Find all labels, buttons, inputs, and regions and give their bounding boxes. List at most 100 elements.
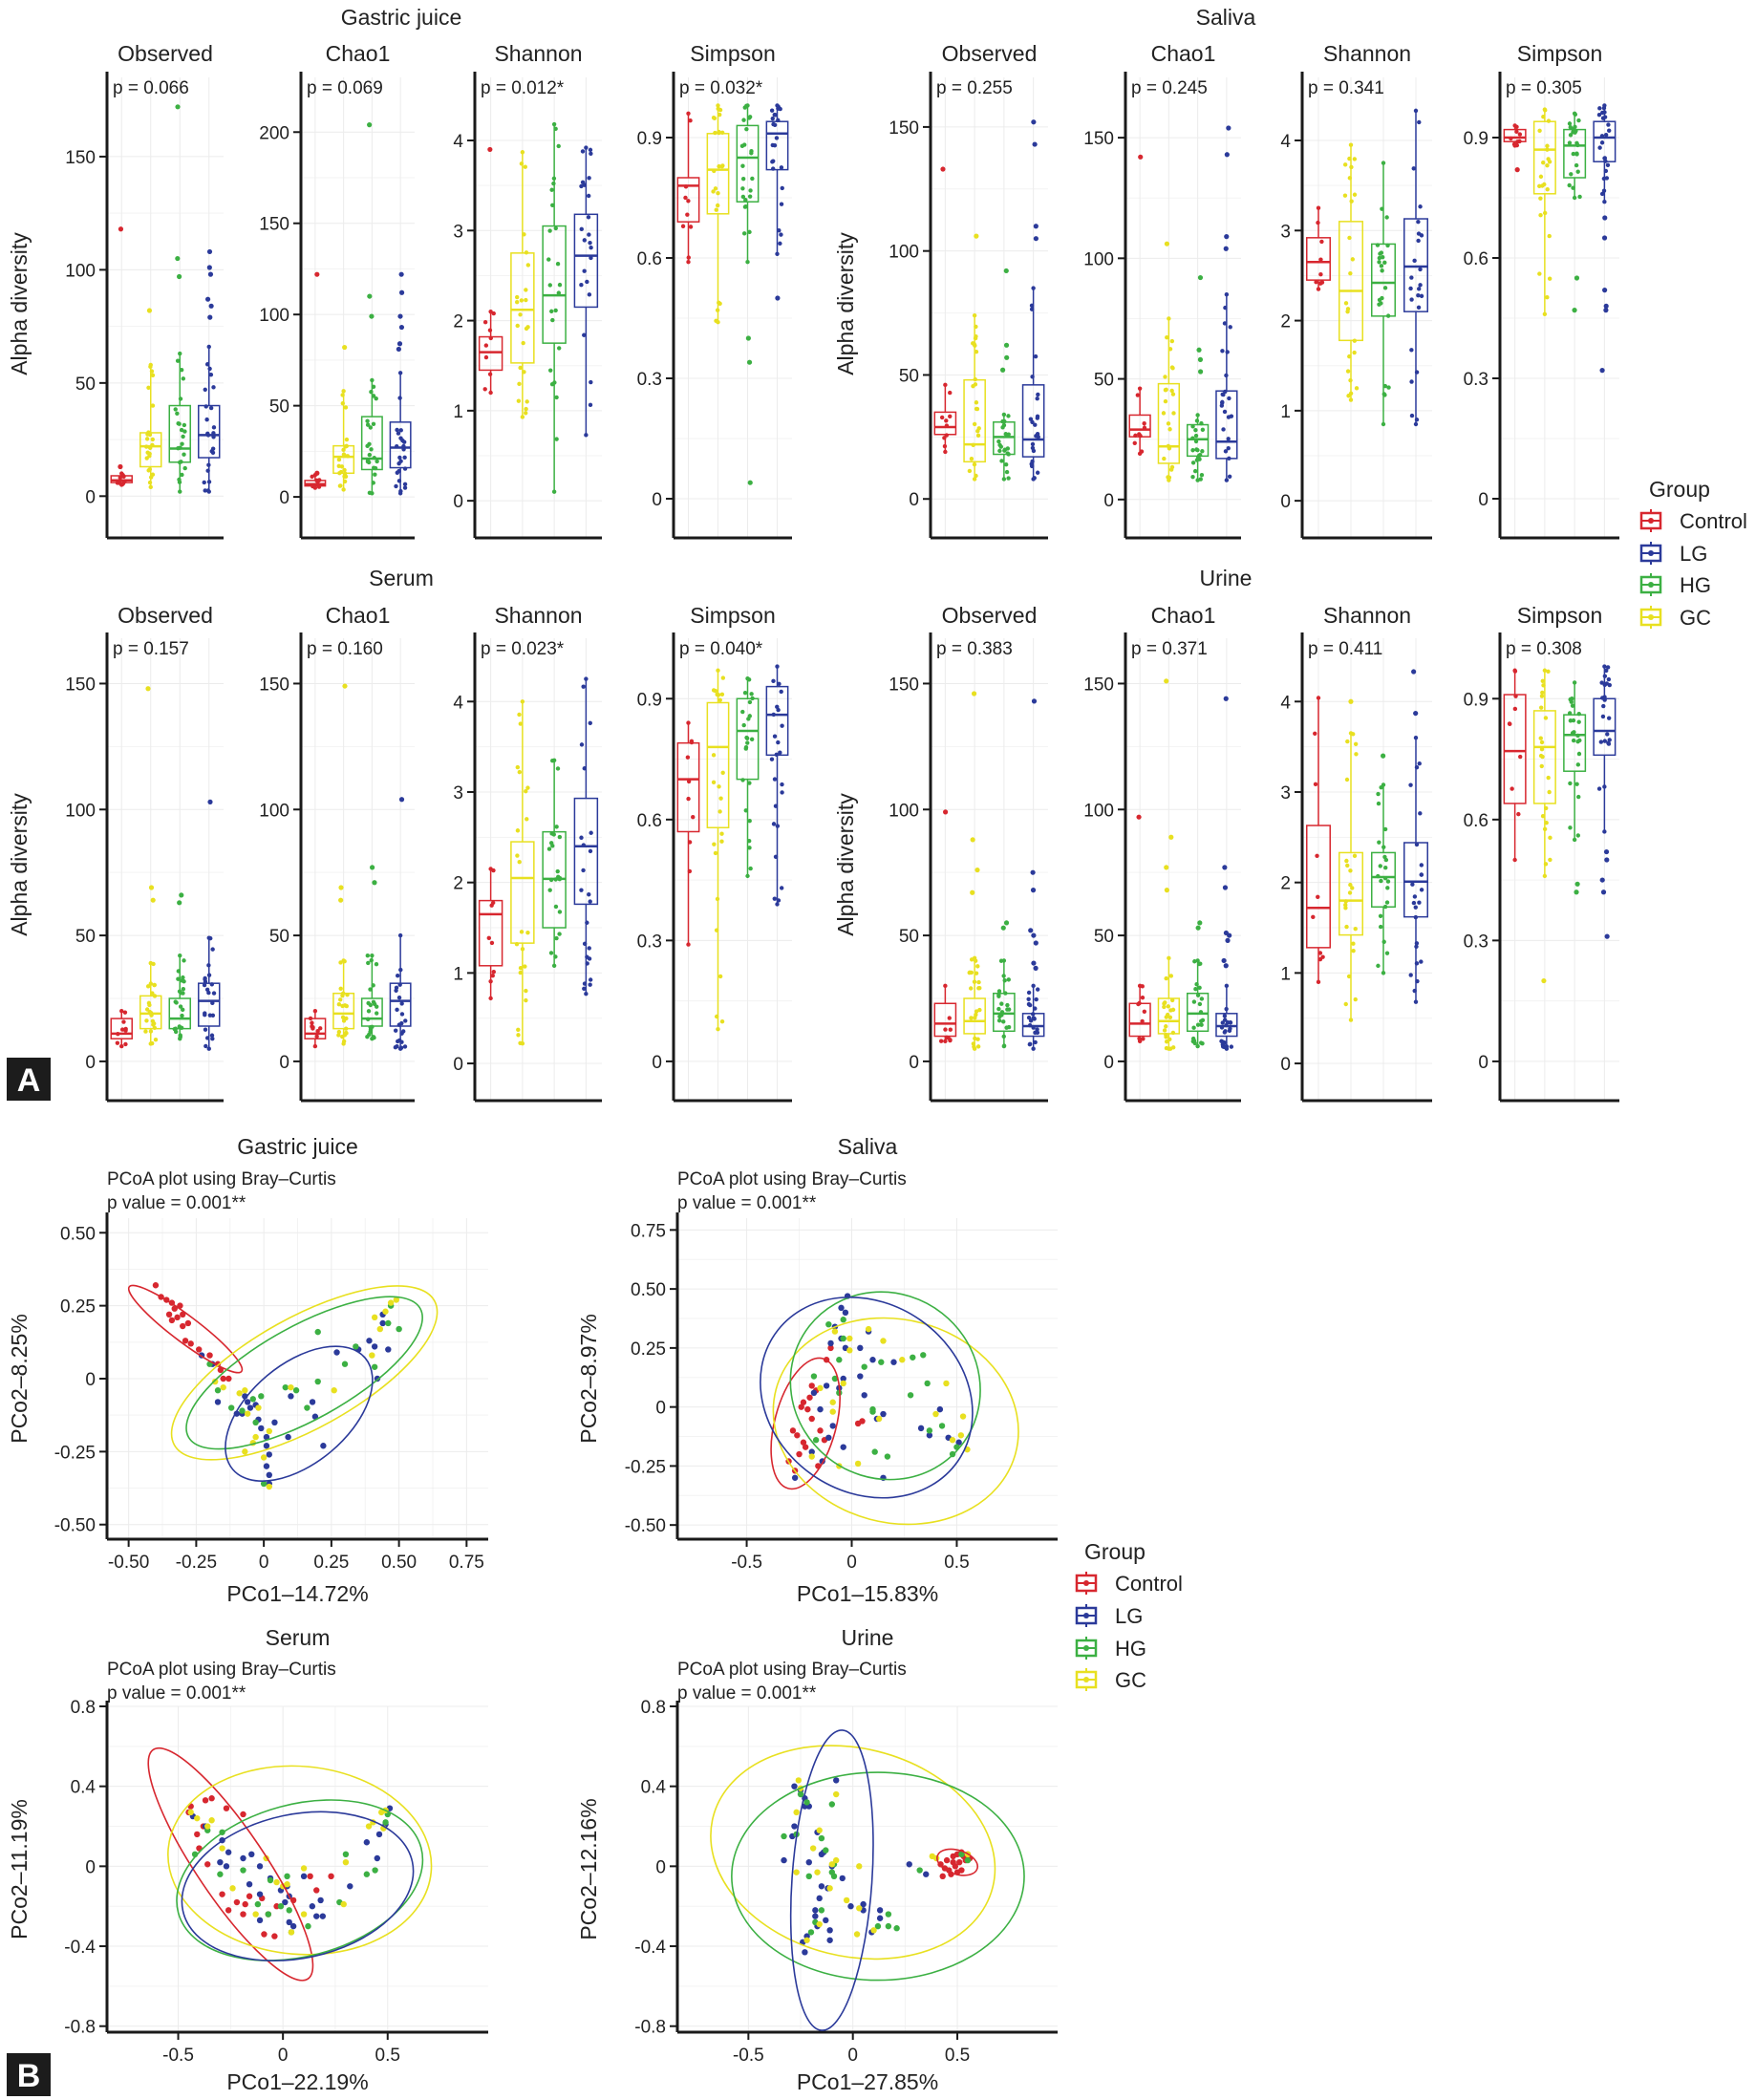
data-point [773,804,779,808]
scatter-point [876,1915,884,1921]
data-point [551,176,557,182]
data-point [716,106,720,111]
box-gc [1157,678,1181,1051]
data-point [943,1039,948,1044]
data-point [1224,1006,1229,1012]
legend-dot [1083,1645,1089,1651]
box-hg [1186,920,1210,1049]
data-point [202,480,206,485]
data-point [365,422,371,427]
data-point [315,479,321,483]
data-point [210,450,216,456]
data-point [371,481,375,485]
data-point [1224,1046,1230,1051]
legend-label-control: Control [1680,509,1747,533]
data-point [1344,858,1349,864]
scatter-point [926,1432,933,1439]
data-point [1411,900,1417,906]
data-point [580,149,586,154]
data-point [396,431,401,436]
data-point [517,381,522,387]
data-point [1577,194,1582,200]
data-point [482,387,487,392]
box-control [478,867,503,1001]
box-control [676,111,700,265]
scatter-point [829,1408,836,1415]
y-tick-label: 0.50 [60,1224,96,1244]
outlier-point [146,308,153,313]
scatter-point [832,1856,840,1864]
data-point [1132,440,1137,445]
data-point [178,489,182,494]
scatter-point [313,1887,320,1894]
scatter-point [214,1387,222,1394]
data-point [1345,739,1350,744]
y-tick-label: 0 [85,1370,96,1390]
scatter-point [342,1858,350,1866]
y-axis-title-row2-left: Alpha diversity [7,793,32,936]
data-point [372,1001,377,1007]
data-point [582,268,587,273]
scatter-point [263,1433,270,1441]
data-point [211,425,217,430]
data-point [553,308,558,313]
scatter-point [861,1392,867,1399]
data-point [1376,873,1381,879]
scatter-point [794,1432,801,1439]
y-tick-label: 150 [65,675,96,695]
data-point [582,766,587,771]
data-point [1348,270,1353,276]
y-tick-label: 0 [1280,492,1291,512]
data-point [1343,1001,1348,1007]
data-point [554,395,559,400]
scatter-point [385,1319,392,1327]
scatter-point [943,1856,951,1864]
data-point [205,433,211,438]
data-point [524,997,528,1003]
confidence-ellipse-hg [176,1799,424,1961]
data-point [1347,235,1352,241]
panel-title-simpson: Simpson [690,41,775,66]
data-point [1006,977,1011,982]
data-point [1228,325,1232,330]
box-hg [1563,111,1587,313]
y-tick-label: 50 [269,927,289,947]
data-point [1377,255,1382,261]
data-point [1412,258,1417,264]
p-value-label: p = 0.160 [307,639,383,659]
y-tick-label: 50 [75,927,96,947]
outlier-point [177,900,182,906]
legend-item-hg: HG [1639,573,1711,597]
data-point [341,452,347,457]
data-point [717,809,722,814]
data-point [1408,286,1413,291]
box-iqr [1532,120,1556,195]
outlier-point [1031,932,1037,938]
scatter-point [810,1389,818,1397]
data-point [519,298,525,303]
data-point [554,437,559,441]
data-point [1228,1020,1233,1025]
scatter-point [300,1873,308,1880]
data-point [1418,204,1423,209]
data-point [395,427,399,433]
data-point [1574,162,1579,168]
data-point [712,842,717,846]
outlier-point [176,273,182,280]
scatter-point [285,1433,291,1441]
legend-item-lg: LG [1075,1604,1143,1628]
box-lg [573,145,599,438]
points-lg [189,1805,394,1930]
outlier-point [367,122,373,128]
scatter-point [168,1317,176,1324]
data-point [557,932,562,936]
outlier-point [1164,888,1169,893]
legend-item-hg: HG [1075,1637,1146,1661]
data-point [771,712,776,718]
data-point [1030,375,1035,379]
data-point [1413,905,1418,910]
outlier-point [1164,865,1169,870]
data-point [971,1041,976,1046]
